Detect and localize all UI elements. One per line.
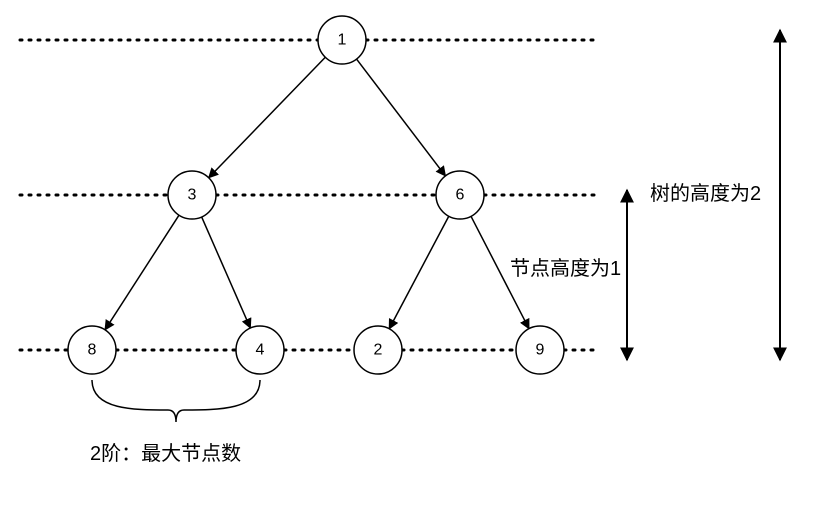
tree-edge [202, 217, 251, 328]
order-brace [92, 380, 260, 422]
tree-node: 2 [354, 326, 402, 374]
tree-edge [389, 216, 449, 329]
tree-node-label: 8 [88, 342, 97, 359]
tree-node: 1 [318, 16, 366, 64]
tree-node: 6 [436, 171, 484, 219]
tree-edge [357, 59, 446, 176]
tree-node-label: 4 [256, 342, 265, 359]
tree-node-label: 9 [536, 342, 545, 359]
tree-node: 8 [68, 326, 116, 374]
tree-node-label: 2 [374, 342, 383, 359]
tree-node: 3 [168, 171, 216, 219]
tree-node-label: 3 [188, 187, 197, 204]
tree-edge [105, 215, 179, 330]
tree-node-label: 6 [456, 187, 465, 204]
tree-node-label: 1 [338, 32, 347, 49]
tree-node: 9 [516, 326, 564, 374]
tree-node: 4 [236, 326, 284, 374]
tree-edge [209, 57, 326, 178]
order-label: 2阶：最大节点数 [90, 442, 241, 465]
tree-height-label: 树的高度为2 [650, 182, 761, 205]
node-height-label: 节点高度为1 [510, 257, 621, 280]
